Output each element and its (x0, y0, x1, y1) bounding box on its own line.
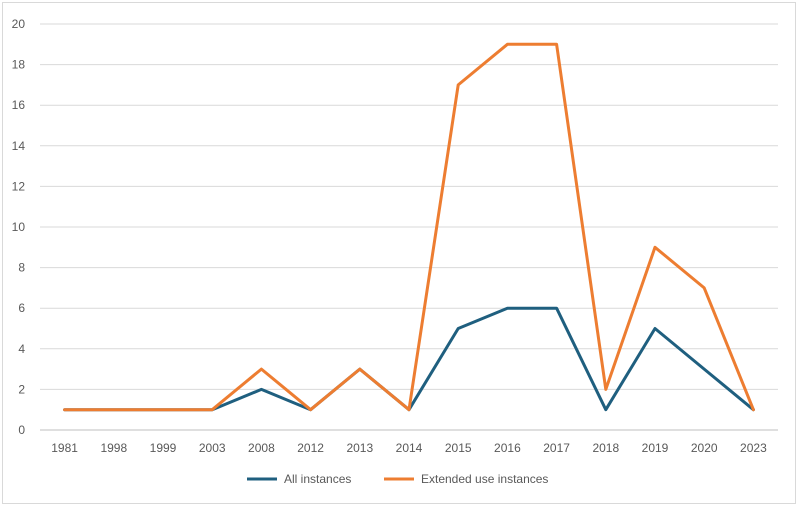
x-tick-label: 2023 (740, 441, 767, 455)
legend-label: Extended use instances (421, 472, 548, 486)
x-tick-label: 2020 (691, 441, 718, 455)
legend-label: All instances (284, 472, 351, 486)
y-tick-label: 4 (18, 342, 25, 356)
gridlines (40, 23, 778, 431)
x-tick-label: 2012 (297, 441, 324, 455)
x-tick-label: 2008 (248, 441, 275, 455)
x-tick-label: 2018 (592, 441, 619, 455)
x-tick-label: 2015 (445, 441, 472, 455)
x-tick-label: 2017 (543, 441, 570, 455)
x-tick-label: 1999 (150, 441, 177, 455)
x-tick-label: 2016 (494, 441, 521, 455)
x-tick-label: 2003 (199, 441, 226, 455)
y-axis-ticks: 0 2 4 6 8 10 12 14 16 18 20 (12, 17, 26, 437)
y-tick-label: 12 (12, 179, 26, 193)
y-tick-label: 20 (12, 17, 26, 31)
x-axis-ticks: 1981 1998 1999 2003 2008 2012 2013 2014 2015 2016… (51, 441, 767, 455)
y-tick-label: 14 (12, 139, 26, 153)
series-line-2 (63, 42, 755, 412)
x-tick-label: 2014 (396, 441, 423, 455)
x-tick-label: 2013 (346, 441, 373, 455)
legend-item-2: Extended use instances (384, 472, 548, 486)
y-tick-label: 6 (18, 301, 25, 315)
series-line-1 (63, 306, 755, 412)
x-tick-label: 2019 (642, 441, 669, 455)
series-lines (63, 42, 755, 412)
y-tick-label: 2 (18, 382, 25, 396)
x-tick-label: 1998 (100, 441, 127, 455)
y-tick-label: 0 (18, 423, 25, 437)
y-tick-label: 10 (12, 220, 26, 234)
legend: All instances Extended use instances (247, 472, 548, 486)
y-tick-label: 8 (18, 261, 25, 275)
y-tick-label: 18 (12, 58, 26, 72)
legend-item-1: All instances (247, 472, 351, 486)
y-tick-label: 16 (12, 98, 26, 112)
x-tick-label: 1981 (51, 441, 78, 455)
